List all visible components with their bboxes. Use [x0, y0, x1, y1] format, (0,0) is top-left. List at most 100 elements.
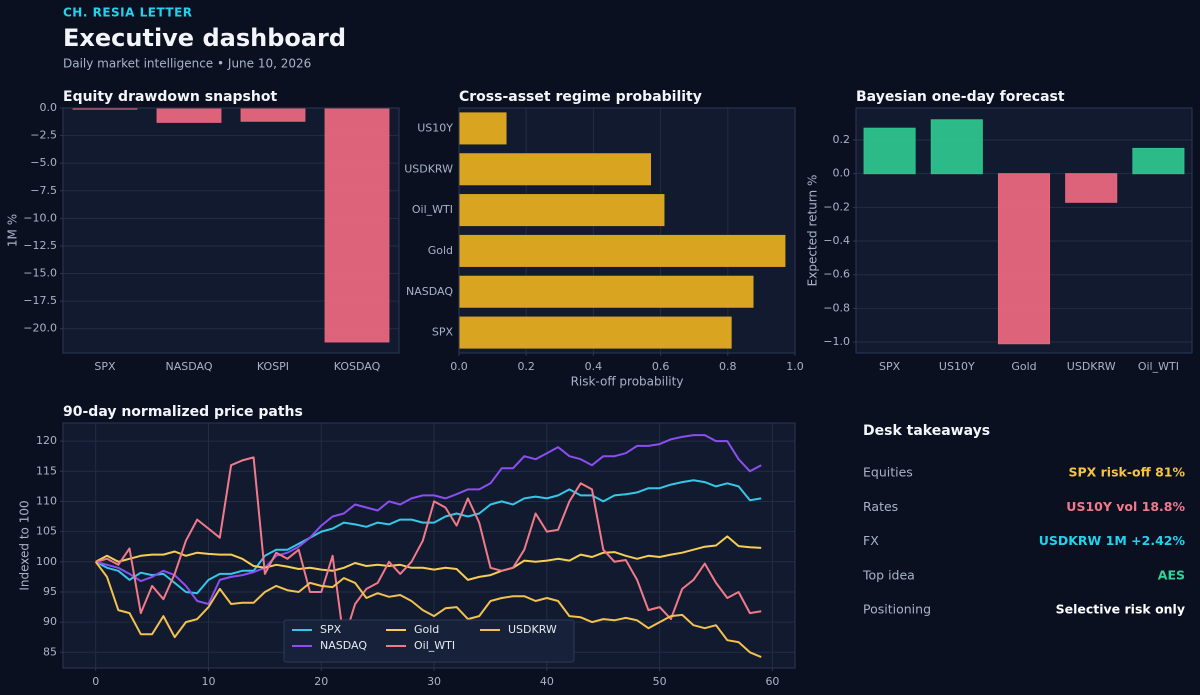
y-tick-label: −7.5 [30, 184, 57, 197]
y-tick-label: USDKRW [404, 162, 453, 175]
y-tick-label: 0.0 [833, 167, 851, 180]
y-tick-label: −20.0 [23, 322, 57, 335]
x-tick-label: 0.8 [719, 360, 737, 373]
takeaway-label: Equities [863, 465, 913, 480]
takeaway-label: FX [863, 533, 879, 548]
plot-area [459, 108, 795, 353]
chart-title: Bayesian one-day forecast [856, 89, 1065, 105]
bar [458, 275, 754, 308]
x-tick-label: Oil_WTI [1138, 360, 1179, 373]
y-tick-label: 0.0 [40, 101, 58, 114]
y-tick-label: 95 [43, 585, 57, 598]
plot-border [458, 107, 796, 354]
y-tick-label: 120 [36, 434, 57, 447]
x-tick-label: KOSDAQ [334, 360, 381, 373]
y-tick-label: −12.5 [23, 239, 57, 252]
y-tick-label: Oil_WTI [412, 203, 453, 216]
takeaway-value: US10Y vol 18.8% [1066, 499, 1185, 514]
y-tick-label: 115 [36, 464, 57, 477]
y-tick-label: −10.0 [23, 211, 57, 224]
x-tick-label: 50 [653, 675, 667, 688]
y-tick-label: 0.2 [833, 133, 851, 146]
bar [458, 234, 786, 267]
x-tick-label: 10 [201, 675, 215, 688]
y-tick-label: 105 [36, 525, 57, 538]
y-tick-label: 100 [36, 555, 57, 568]
x-tick-label: 20 [314, 675, 328, 688]
plot-border [62, 422, 796, 669]
x-tick-label: US10Y [939, 360, 975, 373]
bar [458, 194, 665, 227]
chart-title: Equity drawdown snapshot [63, 89, 277, 105]
x-tick-label: 40 [540, 675, 554, 688]
y-tick-label: −0.6 [823, 268, 850, 281]
y-tick-label: SPX [432, 326, 454, 339]
plot-border [62, 107, 400, 354]
x-tick-label: 0.0 [450, 360, 468, 373]
page-title: Executive dashboard [63, 24, 346, 52]
x-tick-label: 60 [765, 675, 779, 688]
legend-label: USDKRW [508, 623, 557, 636]
legend-label: NASDAQ [320, 639, 367, 652]
takeaway-label: Positioning [863, 602, 931, 617]
plot-border [855, 107, 1193, 354]
takeaway-value: Selective risk only [1056, 602, 1185, 617]
x-tick-label: SPX [879, 360, 901, 373]
line-series [94, 561, 762, 659]
x-tick-label: 30 [427, 675, 441, 688]
chart-title: 90-day normalized price paths [63, 404, 303, 420]
x-tick-label: USDKRW [1067, 360, 1116, 373]
bar [1132, 147, 1185, 175]
brand: CH. RESIA LETTER [63, 6, 193, 20]
y-tick-label: US10Y [417, 121, 453, 134]
y-axis-label: Expected return % [806, 175, 820, 287]
y-tick-label: −0.2 [823, 200, 850, 213]
takeaway-value: USDKRW 1M +2.42% [1039, 533, 1186, 548]
takeaway-label: Rates [863, 499, 898, 514]
takeaway-value: AES [1158, 567, 1185, 582]
x-tick-label: SPX [94, 360, 116, 373]
bar [458, 316, 732, 349]
x-tick-label: 1.0 [786, 360, 804, 373]
y-tick-label: −0.8 [823, 301, 850, 314]
legend-label: SPX [320, 623, 342, 636]
y-tick-label: 110 [36, 494, 57, 507]
takeaway-value: SPX risk-off 81% [1068, 465, 1185, 480]
line-series [95, 535, 762, 581]
bar [156, 107, 222, 123]
x-axis-label: Risk-off probability [571, 375, 684, 389]
x-tick-label: 0.6 [652, 360, 670, 373]
line-series [95, 456, 762, 642]
x-tick-label: Gold [1011, 360, 1036, 373]
y-tick-label: −2.5 [30, 129, 57, 142]
y-axis-label: 1M % [6, 214, 20, 247]
chart-title: Cross-asset regime probability [459, 89, 702, 105]
takeaway-label: Top idea [862, 567, 915, 582]
x-tick-label: 0 [92, 675, 99, 688]
y-axis-label: Indexed to 100 [18, 500, 32, 590]
subtitle: Daily market intelligence • June 10, 202… [63, 57, 311, 71]
y-tick-label: −17.5 [23, 294, 57, 307]
bar [863, 127, 916, 175]
takeaways-title: Desk takeaways [863, 423, 990, 439]
bar [458, 153, 652, 186]
bar [240, 107, 306, 122]
y-tick-label: −1.0 [823, 335, 850, 348]
line-series [95, 434, 762, 605]
x-tick-label: 0.4 [585, 360, 603, 373]
bar [324, 107, 390, 343]
legend-label: Gold [414, 623, 439, 636]
bar [1065, 173, 1118, 203]
y-tick-label: −5.0 [30, 156, 57, 169]
x-tick-label: KOSPI [257, 360, 289, 373]
y-tick-label: Gold [428, 244, 453, 257]
x-tick-label: NASDAQ [165, 360, 212, 373]
y-tick-label: 85 [43, 645, 57, 658]
bar [997, 173, 1051, 345]
y-tick-label: 90 [43, 615, 57, 628]
x-tick-label: 0.2 [517, 360, 535, 373]
legend-box [283, 619, 575, 663]
y-tick-label: NASDAQ [406, 285, 453, 298]
